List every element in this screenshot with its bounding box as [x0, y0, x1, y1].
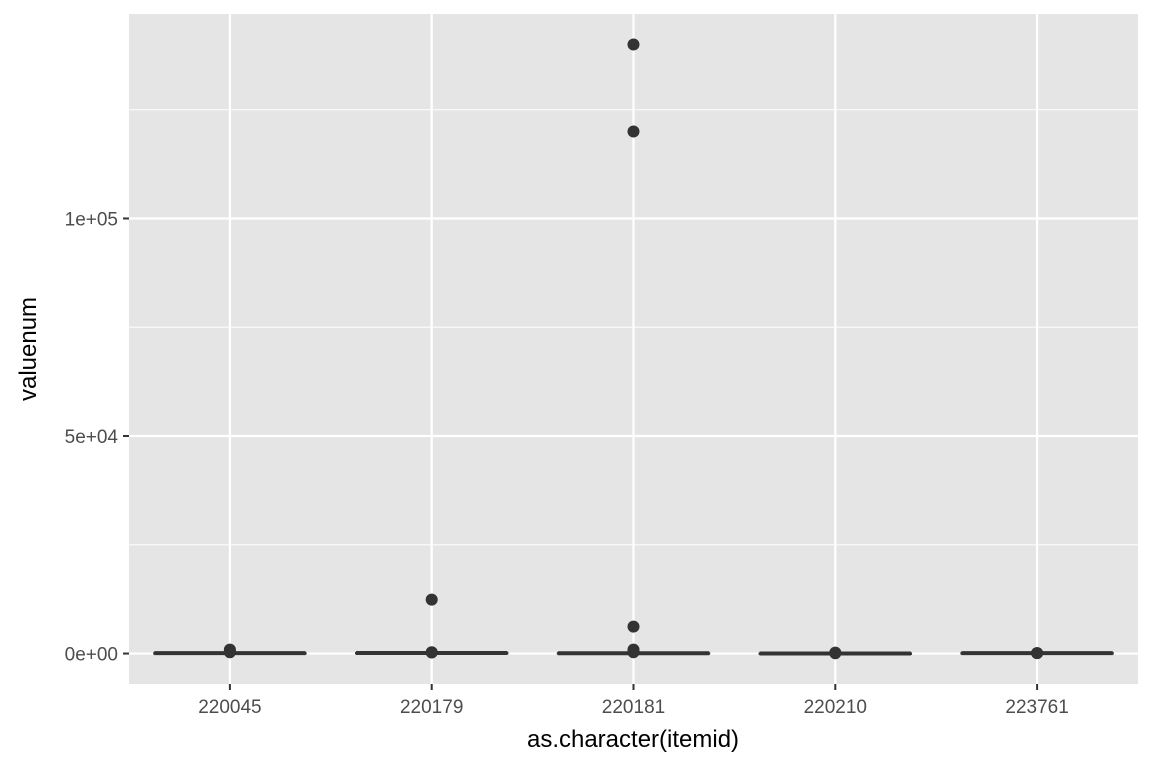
outlier-point [1031, 647, 1044, 660]
outlier-point [829, 647, 842, 660]
outlier-point [627, 38, 640, 51]
x-axis-title: as.character(itemid) [527, 726, 739, 753]
outlier-point [425, 593, 438, 606]
x-tick-label: 220181 [602, 697, 665, 718]
y-axis-title: valuenum [15, 297, 42, 401]
y-tick-label: 5e+04 [65, 427, 119, 448]
x-tick-label: 220210 [804, 697, 867, 718]
x-tick-label: 220179 [400, 697, 463, 718]
x-tick-label: 223761 [1005, 697, 1068, 718]
y-tick-label: 0e+00 [65, 645, 118, 666]
y-tick-label: 1e+05 [65, 209, 118, 230]
outlier-point [627, 646, 640, 659]
x-tick-label: 220045 [198, 697, 261, 718]
outlier-point [627, 125, 640, 138]
x-axis: 220045 220179 220181 220210 223761 [198, 684, 1069, 718]
outlier-point [425, 646, 438, 659]
outlier-point [627, 620, 640, 633]
outlier-point [223, 646, 236, 659]
outliers [223, 38, 1044, 660]
y-axis: 0e+00 5e+04 1e+05 [65, 209, 129, 666]
